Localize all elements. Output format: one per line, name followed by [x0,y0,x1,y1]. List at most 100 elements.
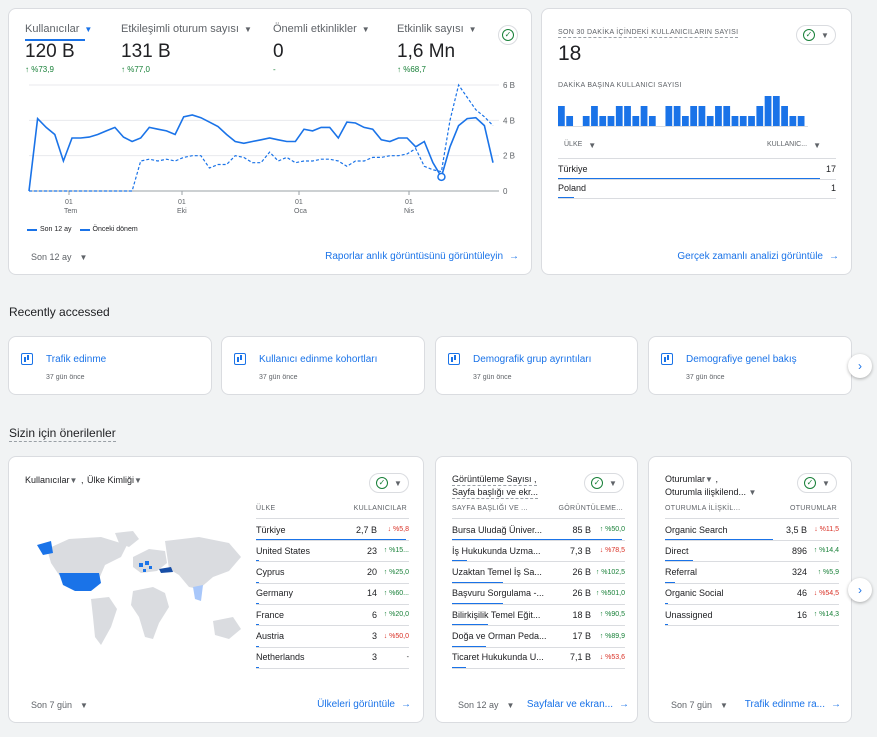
table-row[interactable]: Ticaret Hukukunda U... 7,1 B ↓ %53,6 [452,647,625,668]
table-row[interactable]: France 6 ↑ %20,0 [256,604,409,625]
table-row[interactable]: Germany 14 ↑ %60... [256,583,409,604]
table-row[interactable]: Doğa ve Orman Peda... 17 B ↑ %89,9 [452,626,625,647]
minute-bar[interactable] [772,96,780,126]
legend-current-label: Son 12 ay [40,226,72,233]
row-name: Ticaret Hukukunda U... [452,652,544,663]
minute-bar[interactable] [582,116,590,126]
date-range-label: Son 7 gün [31,700,73,710]
table-row[interactable]: Direct 896 ↑ %14,4 [665,540,839,561]
recent-item-title: Demografik grup ayrıntıları [473,354,592,365]
row-value: 85 B [572,524,591,535]
dimension-selector[interactable]: Ülke Kimliği▼ [87,475,142,485]
minute-bar[interactable] [665,106,673,126]
overview-card: Kullanıcılar ▼ 120 B ↑ %73,9 Etkileşimli… [8,8,532,275]
insights-check-button[interactable]: ✓ ▼ [796,25,836,45]
minute-bar[interactable] [690,106,698,126]
minute-bar[interactable] [723,106,731,126]
table-row[interactable]: Organic Social 46 ↓ %54,5 [665,583,839,604]
minute-bar[interactable] [599,116,607,126]
table-row[interactable]: Unassigned 16 ↑ %14,3 [665,604,839,625]
minute-bar[interactable] [624,106,631,126]
realtime-link[interactable]: Gerçek zamanlı analizi görüntüle → [677,251,839,262]
series-current-line [28,114,494,192]
recent-item-demographics-overview[interactable]: Demografiye genel bakış 37 gün önce [648,336,852,395]
tab-event-count[interactable]: Etkinlik sayısı ▼ 1,6 Mn ↑ %68,7 [397,23,493,74]
table-row[interactable]: Organic Search 3,5 B ↓ %11,5 [665,519,839,540]
minute-bar[interactable] [789,116,797,126]
table-row[interactable]: Türkiye 17 [558,158,836,179]
table-row[interactable]: Cyprus 20 ↑ %25,0 [256,562,409,583]
minute-bar[interactable] [748,116,755,126]
reports-snapshot-link[interactable]: Raporlar anlık görüntüsünü görüntüleyin … [325,251,519,262]
minute-bar[interactable] [648,116,656,126]
row-value: 6 [371,609,377,620]
insights-check-button[interactable]: ✓ [498,25,518,45]
minute-bar[interactable] [591,106,598,126]
minute-bar[interactable] [756,106,764,126]
recent-next-button[interactable]: › [848,354,872,378]
table-row[interactable]: Türkiye 2,7 B ↓ %5,8 [256,519,409,540]
minute-bar[interactable] [764,96,772,126]
recent-item-demographic-details[interactable]: Demografik grup ayrıntıları 37 gün önce [435,336,638,395]
recent-item-traffic[interactable]: Trafik edinme 37 gün önce [8,336,212,395]
realtime-country-header[interactable]: ÜLKE ▼ [564,141,596,150]
suggested-next-button[interactable]: › [848,578,872,602]
date-range-dropdown[interactable]: Son 12 ay ▼ [31,252,87,262]
minute-bar[interactable] [640,106,648,126]
insights-check-button[interactable]: ✓ ▼ [584,473,624,493]
recent-item-time: 37 gün önce [473,374,512,381]
table-row[interactable]: Austria 3 ↓ %50,0 [256,626,409,647]
minute-bar[interactable] [698,106,706,126]
table-row[interactable]: Başvuru Sorgulama -... 26 B ↑ %501,0 [452,583,625,604]
table-row[interactable]: Poland 1 [558,177,836,198]
table-row[interactable]: İş Hukukunda Uzma... 7,3 B ↓ %78,5 [452,540,625,561]
metric-selector[interactable]: Görüntüleme Sayısı , [452,473,537,486]
table-row[interactable]: Netherlands 3 - [256,647,409,668]
dimension-selector[interactable]: Oturumla ilişkilend... ▼ [665,486,775,499]
insights-check-button[interactable]: ✓ ▼ [369,473,409,493]
minute-bar[interactable] [739,116,747,126]
date-range-dropdown[interactable]: Son 7 gün ▼ [31,700,88,710]
minute-bar[interactable] [558,106,565,126]
pages-screens-link[interactable]: Sayfalar ve ekran... → [527,699,629,710]
tab-key-events[interactable]: Önemli etkinlikler ▼ 0 - [273,23,383,74]
series-point-marker[interactable] [437,172,446,182]
minute-bar[interactable] [682,116,689,126]
minute-bar[interactable] [706,116,714,126]
row-name: Netherlands [256,652,305,663]
table-row[interactable]: Referral 324 ↑ %5,9 [665,562,839,583]
table-row[interactable]: Bilirkişilik Temel Eğit... 18 B ↑ %90,5 [452,604,625,625]
metric-selector[interactable]: Kullanıcılar▼ [25,475,77,485]
col-views-header: GÖRÜNTÜLEME... [558,505,623,512]
chevron-down-icon: ▼ [705,475,713,484]
realtime-users-header[interactable]: KULLANIC... ▼ [767,141,821,150]
row-delta: ↑ %90,5 [599,611,625,619]
minute-bar[interactable] [607,116,615,126]
minute-bar[interactable] [615,106,623,126]
row-name: Başvuru Sorgulama -... [452,588,545,599]
table-row[interactable]: Uzaktan Temel İş Sa... 26 B ↑ %102,5 [452,562,625,583]
minute-bar[interactable] [566,116,574,126]
table-row[interactable]: Bursa Uludağ Üniver... 85 B ↑ %50,0 [452,519,625,540]
minute-bar[interactable] [797,116,805,126]
minute-bar[interactable] [731,116,739,126]
minute-bar[interactable] [715,106,722,126]
minute-bar[interactable] [673,106,681,126]
view-countries-link[interactable]: Ülkeleri görüntüle → [317,699,411,710]
minute-bar[interactable] [632,116,640,126]
metric-label: Kullanıcılar [25,475,70,485]
metric-selector[interactable]: Oturumlar▼ , [665,474,718,484]
row-value: 7,1 B [569,652,591,663]
traffic-acquisition-link[interactable]: Trafik edinme ra... → [745,699,841,710]
tab-engaged-sessions[interactable]: Etkileşimli oturum sayısı ▼ 131 B ↑ %77,… [121,23,261,74]
minute-bar[interactable] [781,106,788,126]
dimension-selector[interactable]: Sayfa başlığı ve ekr... [452,486,539,499]
date-range-dropdown[interactable]: Son 12 ay ▼ [458,700,514,710]
chevron-down-icon: ▼ [243,24,252,34]
table-row[interactable]: United States 23 ↑ %15... [256,540,409,561]
per-minute-title: DAKİKA BAŞINA KULLANICI SAYISI [558,82,682,89]
tab-users[interactable]: Kullanıcılar ▼ 120 B ↑ %73,9 [25,23,105,74]
insights-check-button[interactable]: ✓ ▼ [797,473,837,493]
recent-item-cohorts[interactable]: Kullanıcı edinme kohortları 37 gün önce [221,336,425,395]
date-range-dropdown[interactable]: Son 7 gün ▼ [671,700,728,710]
